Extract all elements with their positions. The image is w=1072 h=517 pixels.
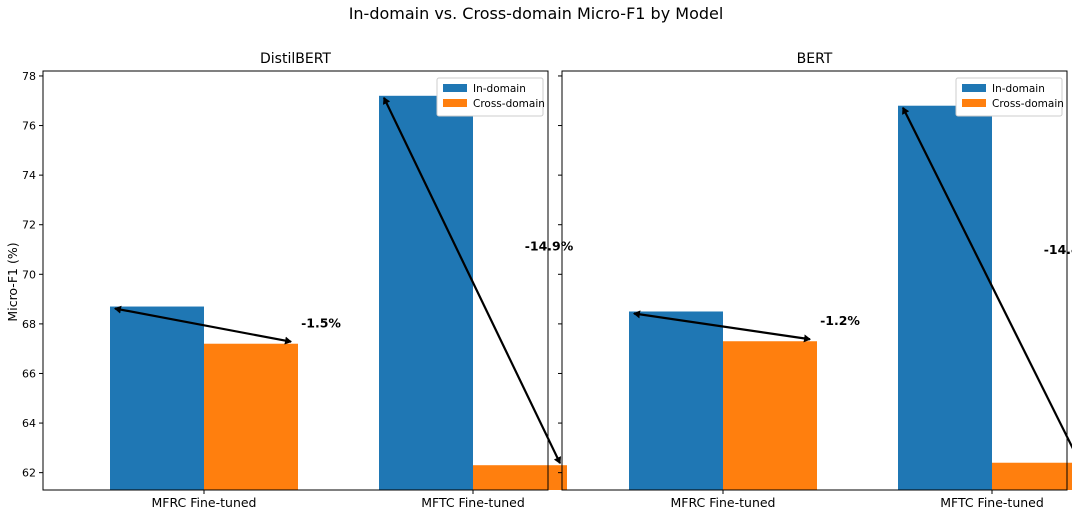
y-axis-label: Micro-F1 (%): [5, 242, 20, 321]
y-tick-label: 64: [22, 417, 36, 430]
bar-cross-domain: [473, 465, 567, 490]
y-tick-label: 62: [22, 467, 36, 480]
bar-in-domain: [379, 95, 473, 490]
legend-entry: Cross-domain: [992, 98, 1064, 110]
bar-cross-domain: [992, 462, 1072, 490]
legend-entry: In-domain: [473, 83, 526, 95]
y-tick-label: 78: [22, 70, 36, 83]
bar-in-domain: [629, 311, 723, 490]
x-tick-label: MFTC Fine-tuned: [940, 495, 1044, 510]
bar-cross-domain: [204, 343, 298, 490]
legend-swatch: [962, 84, 986, 92]
difference-label: -1.5%: [301, 316, 341, 331]
y-tick-label: 66: [22, 367, 36, 380]
legend: In-domain Cross-domain: [436, 77, 545, 117]
difference-arrow: [114, 305, 292, 345]
y-tick-label: 72: [22, 219, 36, 232]
legend-swatch: [443, 99, 467, 107]
legend-entry: In-domain: [992, 83, 1045, 95]
plot-frame: [42, 70, 549, 491]
x-tick-label: MFRC Fine-tuned: [152, 495, 257, 510]
x-tick-label: MFRC Fine-tuned: [671, 495, 776, 510]
chart-title: DistilBERT: [260, 51, 331, 67]
y-tick-label: 76: [22, 120, 36, 133]
chart-panels: DistilBERT 62 64 66 68 70 72 74 76 78 MFRC Fine-tu…: [22, 51, 1072, 510]
bar-in-domain: [898, 105, 992, 491]
difference-label: -1.2%: [820, 313, 860, 328]
figure-title: In-domain vs. Cross-domain Micro-F1 by M…: [349, 4, 724, 23]
difference-label: -14.4%: [1044, 242, 1072, 257]
plot-frame: [561, 70, 1068, 491]
difference-arrow: [382, 96, 562, 465]
y-tick-label: 74: [22, 169, 36, 182]
y-tick-label: 70: [22, 268, 36, 281]
legend-swatch: [962, 99, 986, 107]
legend-entry: Cross-domain: [473, 98, 545, 110]
chart-panel-1: BERT MFRC Fine-tuned MFTC Fine-tuned -1.2% -…: [558, 51, 1072, 510]
legend-swatch: [443, 84, 467, 92]
difference-arrow: [633, 310, 811, 343]
bar-cross-domain: [723, 341, 817, 490]
difference-arrow: [902, 106, 1072, 462]
x-tick-label: MFTC Fine-tuned: [421, 495, 525, 510]
bar-in-domain: [110, 306, 204, 490]
legend: In-domain Cross-domain: [955, 77, 1064, 117]
difference-label: -14.9%: [525, 239, 574, 254]
chart-panel-0: DistilBERT 62 64 66 68 70 72 74 76 78 MFRC Fine-tu…: [22, 51, 574, 510]
chart-title: BERT: [797, 51, 833, 67]
y-tick-label: 68: [22, 318, 36, 331]
